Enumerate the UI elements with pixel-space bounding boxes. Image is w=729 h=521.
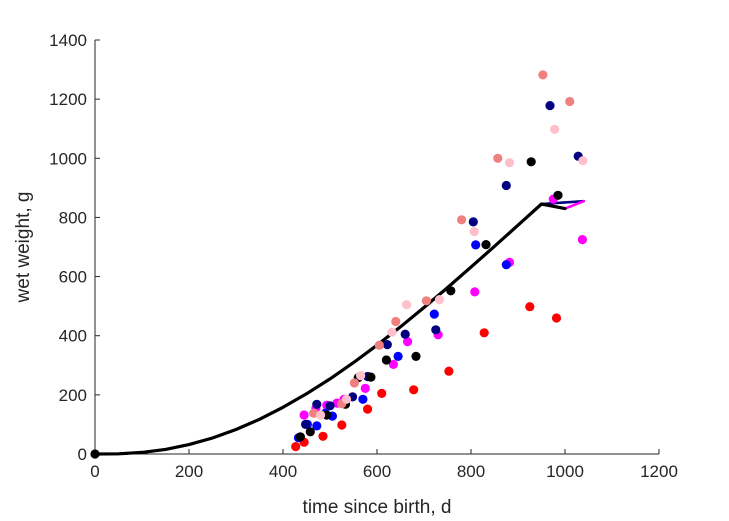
data-point <box>526 157 536 167</box>
data-point <box>301 419 311 429</box>
fit-line <box>93 199 586 456</box>
data-point <box>295 432 305 442</box>
data-point <box>341 394 352 404</box>
data-points <box>90 70 588 459</box>
data-point <box>360 383 370 393</box>
data-point <box>400 329 410 339</box>
y-tick-label: 0 <box>78 445 87 464</box>
data-point <box>411 351 421 361</box>
y-tick-label: 1200 <box>49 90 87 109</box>
data-point <box>525 302 535 312</box>
y-tick-label: 800 <box>59 208 87 227</box>
data-point <box>550 124 560 134</box>
data-point <box>391 316 401 327</box>
data-point <box>501 180 511 191</box>
data-point <box>363 404 373 414</box>
data-point <box>409 385 419 395</box>
x-tick-label: 1200 <box>640 462 678 481</box>
data-point <box>493 153 503 163</box>
data-point <box>457 215 467 225</box>
y-tick-label: 1000 <box>49 149 87 168</box>
data-point <box>468 217 478 227</box>
data-point <box>444 366 454 376</box>
data-point <box>337 420 347 430</box>
data-point <box>470 287 480 297</box>
data-point <box>429 309 439 319</box>
x-tick-label: 200 <box>175 462 203 481</box>
data-point <box>356 371 366 381</box>
x-axis-label: time since birth, d <box>303 497 452 518</box>
x-ticks: 0 200 400 600 800 1000 1200 <box>90 449 678 481</box>
y-axis-label: wet weight, g <box>13 192 34 304</box>
y-tick-label: 200 <box>59 386 87 405</box>
fit-lines <box>93 199 586 456</box>
data-point <box>325 401 335 411</box>
data-point <box>349 378 359 388</box>
data-point <box>312 399 322 409</box>
data-point <box>538 70 548 80</box>
data-point <box>431 325 441 335</box>
data-point <box>578 156 588 166</box>
data-point <box>316 410 326 420</box>
data-point <box>291 442 301 452</box>
data-point <box>434 295 445 305</box>
data-point <box>471 240 481 250</box>
data-point <box>366 372 376 382</box>
fit-line <box>93 202 567 456</box>
data-point <box>90 449 100 459</box>
data-point <box>312 421 322 431</box>
data-point <box>501 260 511 270</box>
data-point <box>402 300 412 310</box>
data-point <box>374 340 384 350</box>
data-point <box>551 313 562 323</box>
data-point <box>387 327 397 337</box>
data-point <box>565 96 575 107</box>
data-point <box>446 286 456 296</box>
x-tick-label: 1000 <box>546 462 584 481</box>
data-point <box>381 355 391 365</box>
x-tick-label: 400 <box>269 462 297 481</box>
data-point <box>309 408 319 418</box>
data-point <box>299 410 309 420</box>
data-point <box>393 351 403 361</box>
data-point <box>403 337 413 347</box>
y-tick-label: 600 <box>59 268 87 287</box>
y-ticks: 0 200 400 600 800 1000 1200 1400 <box>49 31 100 464</box>
data-point <box>545 101 555 111</box>
axes <box>94 40 659 455</box>
x-tick-label: 600 <box>363 462 391 481</box>
data-point <box>377 388 387 398</box>
data-point <box>382 340 392 350</box>
data-point <box>577 235 588 245</box>
y-tick-label: 1400 <box>49 31 87 50</box>
data-point <box>305 427 315 437</box>
x-tick-label: 0 <box>90 462 99 481</box>
fit-line <box>563 199 586 210</box>
data-point <box>421 296 431 306</box>
data-point <box>504 158 515 168</box>
data-point <box>358 394 368 404</box>
data-point <box>388 359 398 369</box>
data-point <box>481 240 491 250</box>
data-point <box>469 227 479 237</box>
data-point <box>479 328 489 338</box>
y-tick-label: 400 <box>59 327 87 346</box>
data-point <box>553 190 563 200</box>
data-point <box>318 431 328 441</box>
x-tick-label: 800 <box>457 462 485 481</box>
